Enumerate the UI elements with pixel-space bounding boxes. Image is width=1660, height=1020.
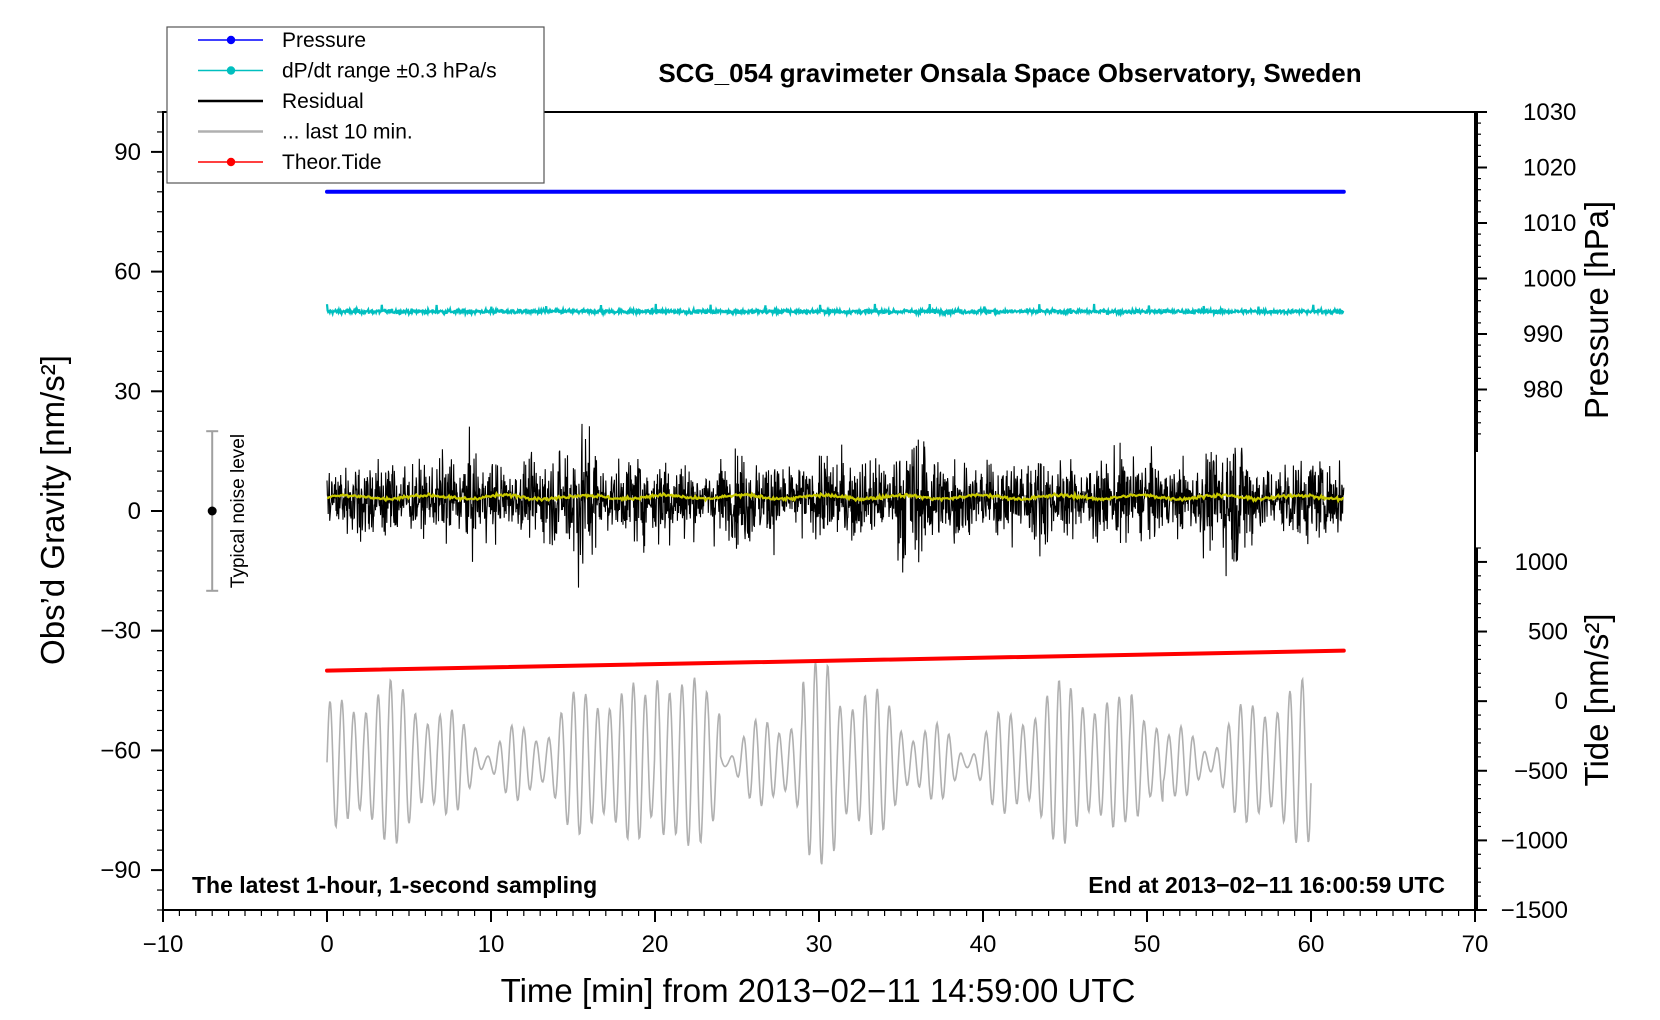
axes-layer: −10 0 10 20 30 40 50 60 70−90−60−300306090980990… (100, 99, 1576, 958)
x-tick-label: 50 (1134, 931, 1161, 958)
x-axis-label: Time [min] from 2013−02−11 14:59:00 UTC (501, 972, 1136, 1009)
tide-tick-label: −1500 (1501, 897, 1568, 924)
x-tick-label: 20 (642, 931, 669, 958)
annotation-sampling: The latest 1-hour, 1-second sampling (192, 872, 597, 898)
legend-label: dP/dt range ±0.3 hPa/s (282, 60, 497, 83)
pressure-tick-label: 1010 (1523, 210, 1576, 237)
y-axis-label-tide: Tide [nm/s²] (1578, 614, 1615, 787)
annotation-end-time: End at 2013−02−11 16:00:59 UTC (1088, 872, 1445, 898)
tide-tick-label: 0 (1555, 688, 1568, 715)
noise-level-indicator: Typical noise level (206, 430, 249, 592)
data-layer (325, 189, 1346, 865)
x-tick-label: 40 (970, 931, 997, 958)
series-dpdt-range (325, 303, 1345, 319)
legend-marker (226, 35, 236, 45)
legend-label: ... last 10 min. (282, 121, 413, 144)
y-tick-label: −60 (100, 737, 141, 764)
tide-tick-label: −1000 (1501, 827, 1568, 854)
x-tick-label: 60 (1298, 931, 1325, 958)
series-theor-tide (325, 648, 1346, 673)
legend-box (166, 26, 545, 184)
legend-label: Theor.Tide (282, 151, 382, 174)
y-tick-label: 30 (114, 378, 141, 405)
tide-tick-label: 500 (1528, 619, 1568, 646)
y-axis-label-left: Obs’d Gravity [nm/s²] (34, 355, 71, 665)
noise-level-label: Typical noise level (228, 434, 249, 588)
legend-marker (226, 157, 236, 167)
series-last-10-min (326, 661, 1312, 865)
tide-tick-label: −500 (1514, 758, 1568, 785)
pressure-tick-label: 1020 (1523, 155, 1576, 182)
legend: Pressure dP/dt range ±0.3 hPa/s Residual..… (166, 26, 545, 184)
y-axis-label-pressure: Pressure [hPa] (1578, 201, 1615, 419)
y-tick-label: 0 (128, 498, 141, 525)
pressure-tick-label: 980 (1523, 377, 1563, 404)
series-residual-smoothed (326, 490, 1344, 504)
y-tick-label: 90 (114, 139, 141, 166)
legend-marker (226, 66, 236, 75)
x-tick-label: 0 (320, 931, 333, 958)
noise-bar-center-dot (207, 506, 217, 516)
chart-title: SCG_054 gravimeter Onsala Space Observat… (658, 58, 1361, 88)
series-residual (326, 423, 1345, 588)
y-tick-label: −90 (100, 857, 141, 884)
x-tick-label: 70 (1462, 931, 1489, 958)
x-tick-label: 10 (478, 931, 505, 958)
tide-tick-label: 1000 (1515, 549, 1568, 576)
legend-label: Pressure (282, 29, 366, 52)
legend-label: Residual (282, 90, 364, 113)
y-tick-label: 60 (114, 259, 141, 286)
pressure-tick-label: 990 (1523, 321, 1563, 348)
x-tick-label: 30 (806, 931, 833, 958)
x-tick-label: −10 (143, 931, 184, 958)
pressure-tick-label: 1030 (1523, 99, 1576, 126)
pressure-tick-label: 1000 (1523, 266, 1576, 293)
y-tick-label: −30 (100, 618, 141, 645)
